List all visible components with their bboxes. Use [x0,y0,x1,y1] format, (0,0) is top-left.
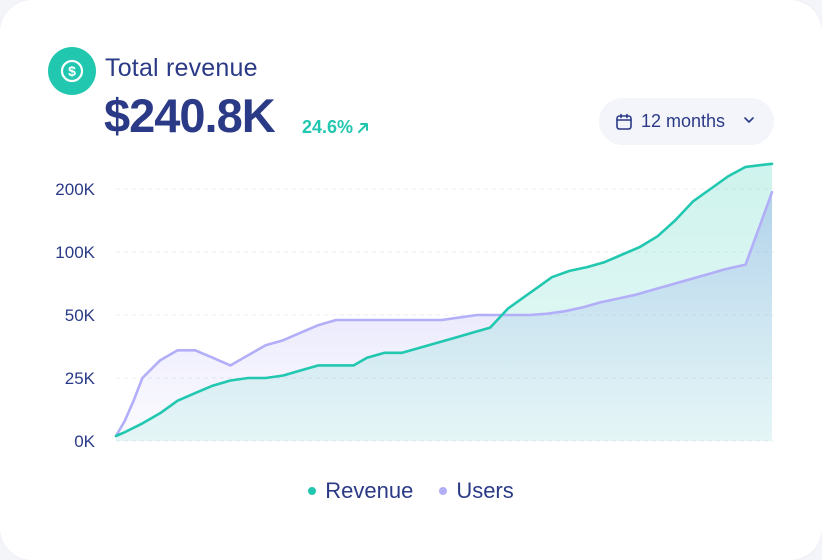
revenue-dot [308,487,317,495]
legend-label-revenue: Revenue [325,478,414,503]
legend-item-users[interactable]: Users [439,478,514,504]
change-badge: 24.6% [302,117,370,138]
legend-item-revenue[interactable]: Revenue [308,478,413,504]
dollar-icon: $ [48,47,96,95]
revenue-series-line[interactable] [114,162,774,438]
chart-legend: Revenue Users [0,478,822,504]
legend-label-users: Users [456,478,514,503]
y-tick-label: 200K [55,180,95,199]
y-tick-label: 50K [65,306,96,325]
change-value: 24.6% [302,117,354,137]
card-title: Total revenue [105,54,258,82]
calendar-icon [616,113,632,130]
chevron-down-icon [744,117,754,123]
svg-text:$: $ [68,63,76,79]
revenue-chart: 0K 25K 50K 100K 200K [55,162,774,451]
users-series-line[interactable] [114,190,774,438]
revenue-area [116,163,772,442]
users-dot [439,487,448,495]
y-tick-label: 25K [65,369,96,388]
y-tick-label: 100K [55,243,95,262]
arrow-up-right-icon [358,122,369,133]
period-dropdown[interactable]: 12 months [599,98,774,145]
total-amount: $240.8K [104,89,276,142]
period-label: 12 months [641,111,726,131]
y-tick-label: 0K [74,432,95,451]
